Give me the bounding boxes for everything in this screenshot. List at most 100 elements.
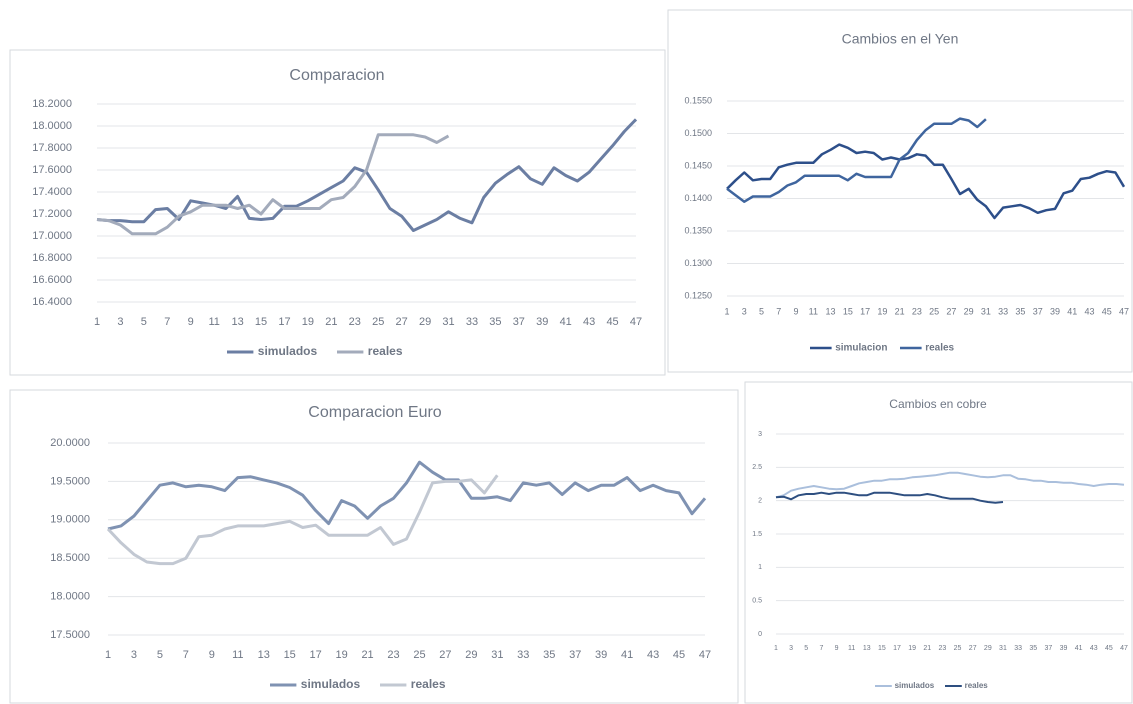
x-tick-label: 47 [699, 649, 711, 661]
x-tick-label: 15 [255, 316, 267, 328]
x-tick-label: 25 [372, 316, 384, 328]
x-tick-label: 19 [335, 649, 347, 661]
chart-title: Cambios en el Yen [842, 31, 959, 47]
line-series [726, 117, 987, 203]
x-tick-label: 7 [776, 306, 781, 316]
x-tick-label: 29 [465, 649, 477, 661]
y-tick-label: 2.5 [752, 464, 762, 471]
x-tick-label: 11 [848, 645, 855, 652]
x-tick-label: 33 [517, 649, 529, 661]
x-tick-label: 25 [954, 645, 962, 652]
x-tick-label: 35 [489, 316, 501, 328]
x-tick-label: 25 [929, 306, 939, 316]
x-tick-label: 45 [673, 649, 685, 661]
line-series [775, 471, 1125, 499]
x-tick-label: 11 [208, 316, 219, 328]
x-tick-label: 43 [1084, 306, 1094, 316]
x-tick-label: 37 [1033, 306, 1043, 316]
x-tick-label: 41 [1075, 645, 1083, 652]
x-tick-label: 7 [183, 649, 189, 661]
chart-title: Comparacion [289, 67, 384, 84]
x-tick-label: 19 [908, 645, 916, 652]
x-tick-label: 19 [302, 316, 314, 328]
legend-label: reales [368, 344, 403, 358]
y-tick-label: 0.1350 [684, 225, 712, 235]
x-tick-label: 27 [396, 316, 408, 328]
x-tick-label: 41 [560, 316, 572, 328]
x-tick-label: 11 [809, 306, 818, 316]
x-tick-label: 43 [1090, 645, 1098, 652]
x-tick-label: 27 [946, 306, 956, 316]
x-tick-label: 9 [188, 316, 194, 328]
y-tick-label: 17.5000 [50, 629, 90, 641]
x-tick-label: 39 [595, 649, 607, 661]
x-tick-label: 29 [419, 316, 431, 328]
chart-title: Comparacion Euro [308, 404, 442, 421]
legend-label: simulacion [835, 343, 887, 354]
panel [744, 381, 1133, 704]
y-tick-label: 18.0000 [32, 120, 72, 132]
x-tick-label: 15 [843, 306, 853, 316]
y-tick-label: 18.5000 [50, 552, 90, 564]
panel [9, 389, 739, 704]
legend-label: simulados [895, 681, 935, 690]
panel [667, 9, 1133, 373]
y-tick-label: 3 [758, 431, 762, 438]
x-tick-label: 15 [284, 649, 296, 661]
x-tick-label: 31 [442, 316, 454, 328]
x-tick-label: 3 [131, 649, 137, 661]
x-tick-label: 27 [439, 649, 451, 661]
y-tick-label: 0.1500 [684, 128, 712, 138]
x-tick-label: 29 [964, 306, 974, 316]
x-tick-label: 13 [258, 649, 270, 661]
x-tick-label: 23 [349, 316, 361, 328]
x-tick-label: 19 [877, 306, 887, 316]
x-tick-label: 21 [895, 306, 905, 316]
x-tick-label: 17 [278, 316, 290, 328]
y-tick-label: 16.8000 [32, 252, 72, 264]
x-tick-label: 47 [1119, 306, 1129, 316]
x-tick-label: 5 [157, 649, 163, 661]
y-tick-label: 18.2000 [32, 98, 72, 110]
x-tick-label: 1 [105, 649, 111, 661]
x-tick-label: 41 [1067, 306, 1077, 316]
x-tick-label: 13 [231, 316, 243, 328]
x-tick-label: 43 [647, 649, 659, 661]
x-tick-label: 5 [804, 645, 808, 652]
line-series [775, 491, 1004, 504]
x-tick-label: 21 [361, 649, 373, 661]
x-tick-label: 35 [543, 649, 555, 661]
y-tick-label: 19.0000 [50, 514, 90, 526]
x-tick-label: 9 [835, 645, 839, 652]
x-tick-label: 39 [1060, 645, 1068, 652]
y-tick-label: 17.2000 [32, 208, 72, 220]
line-series [106, 474, 499, 566]
y-tick-label: 0.1250 [684, 290, 712, 300]
x-tick-label: 7 [164, 316, 170, 328]
y-tick-label: 0.1550 [684, 95, 712, 105]
x-tick-label: 17 [310, 649, 322, 661]
x-tick-label: 1 [774, 645, 778, 652]
x-tick-label: 7 [819, 645, 823, 652]
x-tick-label: 35 [1029, 645, 1037, 652]
x-tick-label: 13 [826, 306, 836, 316]
y-tick-label: 17.6000 [32, 164, 72, 176]
x-tick-label: 31 [981, 306, 991, 316]
line-series [726, 143, 1126, 220]
x-tick-label: 1 [724, 306, 729, 316]
x-tick-label: 45 [606, 316, 618, 328]
legend-label: simulados [301, 677, 361, 691]
x-tick-label: 9 [209, 649, 215, 661]
x-tick-label: 23 [387, 649, 399, 661]
y-tick-label: 16.6000 [32, 274, 72, 286]
legend-label: simulados [258, 344, 318, 358]
y-tick-label: 1 [758, 564, 762, 571]
x-tick-label: 11 [232, 649, 243, 661]
y-tick-label: 0 [758, 631, 762, 638]
x-tick-label: 25 [413, 649, 425, 661]
y-tick-label: 0.1400 [684, 193, 712, 203]
x-tick-label: 15 [878, 645, 886, 652]
x-tick-label: 47 [1120, 645, 1128, 652]
x-tick-label: 9 [794, 306, 799, 316]
